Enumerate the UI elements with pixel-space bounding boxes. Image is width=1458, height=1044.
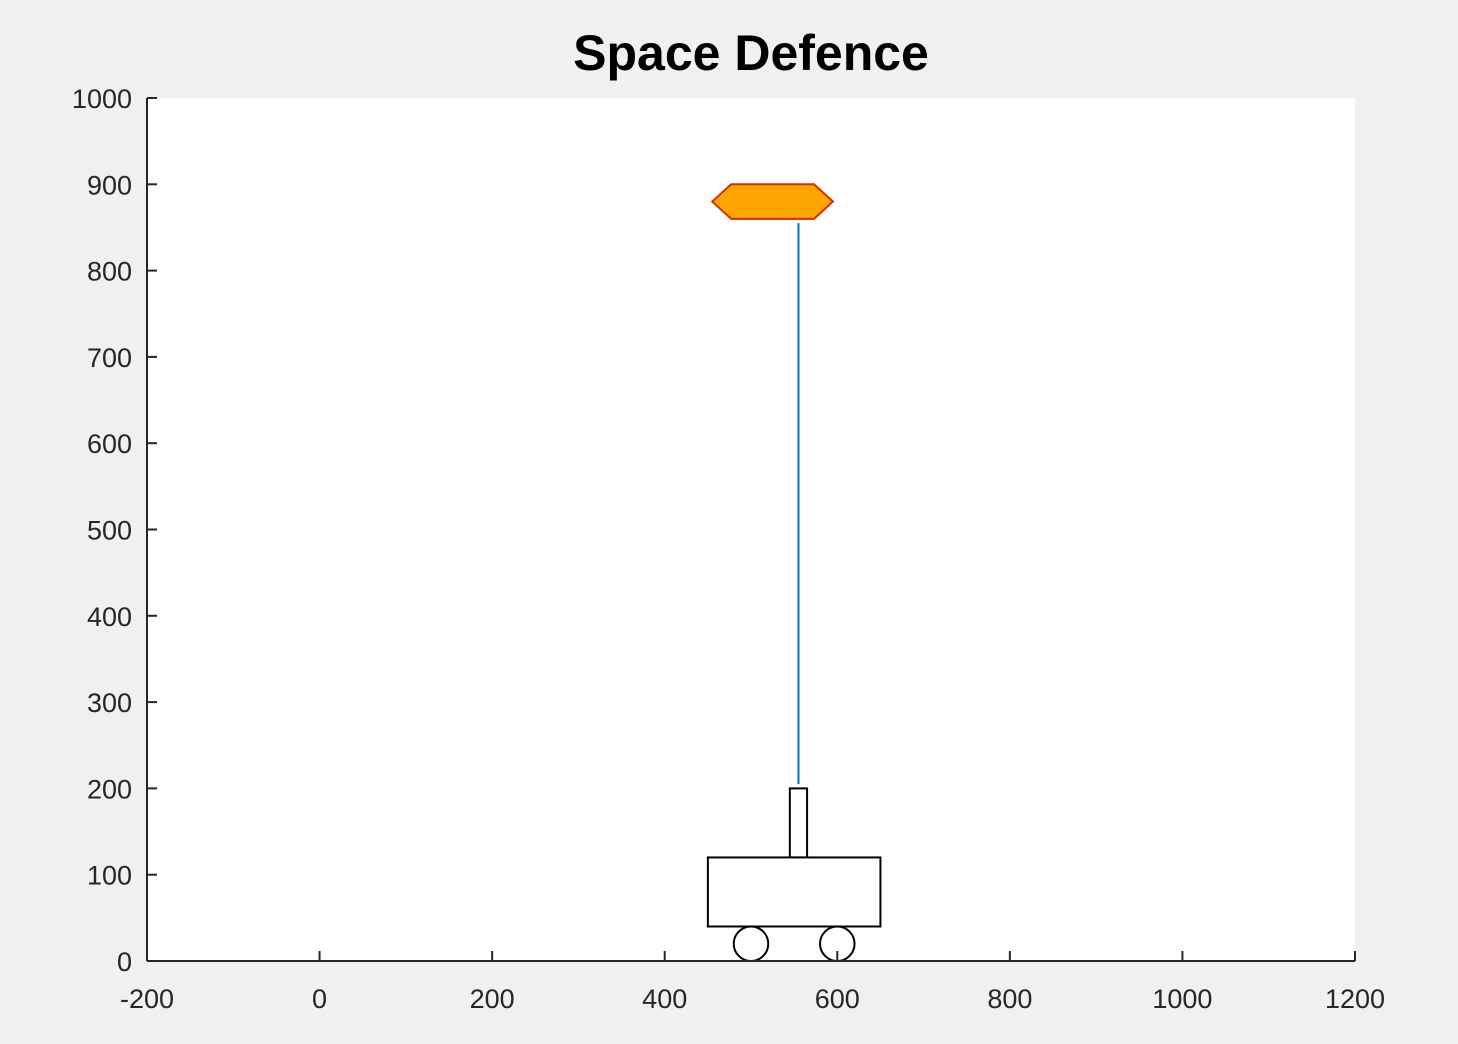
x-tick-label: 0 [312,984,327,1014]
x-tick-label: 200 [470,984,515,1014]
x-tick-label: 1000 [1152,984,1212,1014]
plot-area [147,98,1355,961]
axis-lines [146,98,1355,962]
y-tick-label: 400 [87,602,132,632]
y-tick-label: 900 [87,170,132,200]
y-tick-label: 500 [87,516,132,546]
cannon-barrel [788,787,809,859]
y-tick-label: 0 [117,947,132,977]
x-tick-label: 600 [815,984,860,1014]
y-tick-label: 300 [87,688,132,718]
x-tick-label: 400 [642,984,687,1014]
x-tick-label: -200 [120,984,174,1014]
y-tick-label: 800 [87,257,132,287]
axis-ticks: -200 0 200 400 600 800 1000 1200 0 100 200 300 400 50… [72,84,1385,1014]
y-tick-label: 200 [87,774,132,804]
y-tick-label: 600 [87,429,132,459]
y-tick-label: 700 [87,343,132,373]
enemy-ship [710,183,835,220]
y-tick-label: 1000 [72,84,132,114]
figure-title: Space Defence [573,25,929,81]
x-tick-label: 800 [987,984,1032,1014]
y-tick-label: 100 [87,861,132,891]
x-tick-label: 1200 [1325,984,1385,1014]
game-scene [706,183,882,962]
tank-body [706,856,882,928]
